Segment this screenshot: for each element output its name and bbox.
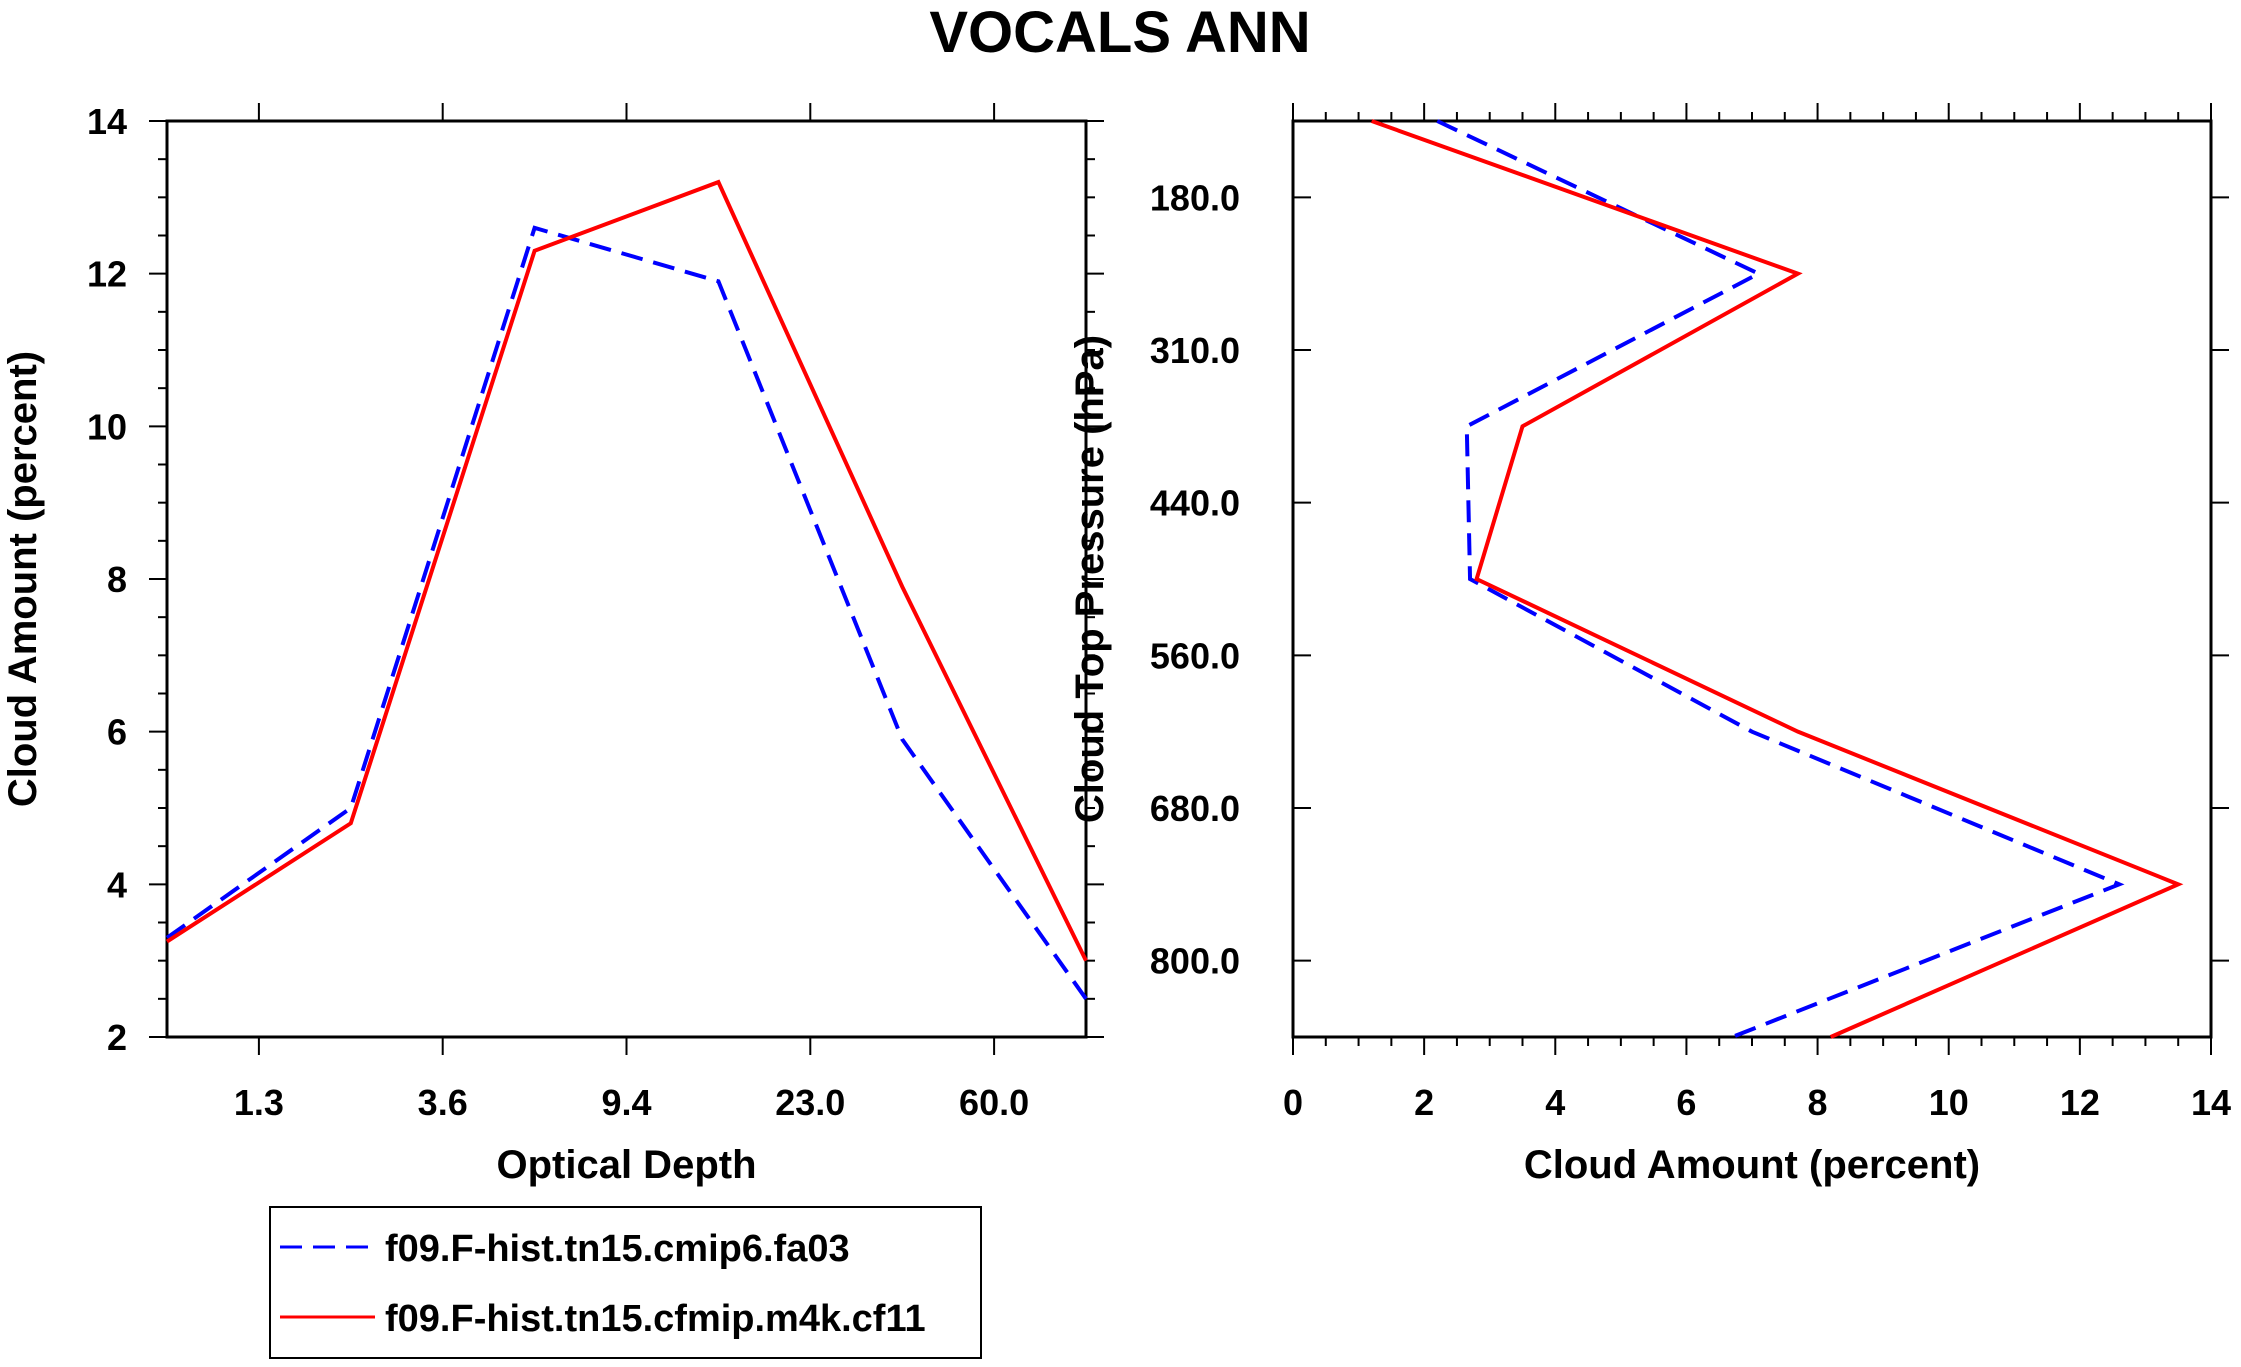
right-y-tick-label: 310.0 xyxy=(1150,330,1240,371)
left-y-tick-label: 2 xyxy=(107,1017,127,1058)
left-y-tick-label: 4 xyxy=(107,864,127,905)
left-x-axis-label: Optical Depth xyxy=(496,1143,756,1187)
left-y-tick-label: 8 xyxy=(107,559,127,600)
right-y-tick-label: 800.0 xyxy=(1150,941,1240,982)
right-x-tick-label: 0 xyxy=(1283,1082,1303,1123)
right-series-line-1 xyxy=(1371,119,2184,1039)
left-series-line-0 xyxy=(165,225,1088,1000)
left-y-axis-label: Cloud Amount (percent) xyxy=(1,351,45,807)
legend-label-m4k: f09.F-hist.tn15.cfmip.m4k.cf11 xyxy=(385,1298,926,1340)
legend-label-fa03: f09.F-hist.tn15.cmip6.fa03 xyxy=(385,1228,850,1270)
right-x-tick-label: 2 xyxy=(1414,1082,1434,1123)
left-y-tick-label: 6 xyxy=(107,712,127,753)
right-y-axis-label: Cloud Top Pressure (hPa) xyxy=(1068,335,1112,823)
left-plot-frame xyxy=(165,119,1088,1039)
right-y-tick-label: 560.0 xyxy=(1150,635,1240,676)
right-x-tick-label: 6 xyxy=(1676,1082,1696,1123)
left-x-tick-label: 1.3 xyxy=(234,1082,284,1123)
left-x-tick-label: 9.4 xyxy=(601,1082,651,1123)
right-x-tick-label: 12 xyxy=(2060,1082,2100,1123)
legend-box xyxy=(269,1206,982,1359)
right-x-tick-label: 8 xyxy=(1808,1082,1828,1123)
right-y-tick-label: 440.0 xyxy=(1150,483,1240,524)
right-y-tick-label: 180.0 xyxy=(1150,177,1240,218)
left-x-tick-label: 23.0 xyxy=(775,1082,845,1123)
right-x-tick-label: 10 xyxy=(1929,1082,1969,1123)
left-y-tick-label: 12 xyxy=(87,254,127,295)
left-x-tick-label: 60.0 xyxy=(959,1082,1029,1123)
left-y-tick-label: 14 xyxy=(87,101,127,142)
left-series-line-1 xyxy=(165,179,1088,962)
right-panel-cloud-top-pressure: 0 2 4 6 8 10 12 14 180.0 310.0 440.0 560.0 680.0 800.… xyxy=(1068,103,2231,1187)
left-panel-optical-depth: 2 4 6 8 10 12 14 1.3 3.6 9.4 23.0 60.0 Optical Depth… xyxy=(1,101,1104,1187)
left-y-tick-label: 10 xyxy=(87,406,127,447)
legend: f09.F-hist.tn15.cmip6.fa03 f09.F-hist.tn… xyxy=(269,1206,982,1359)
chart-title: VOCALS ANN xyxy=(929,0,1310,65)
left-x-tick-label: 3.6 xyxy=(418,1082,468,1123)
right-x-tick-label: 4 xyxy=(1545,1082,1565,1123)
right-y-tick-label: 680.0 xyxy=(1150,788,1240,829)
right-x-axis-label: Cloud Amount (percent) xyxy=(1524,1143,1980,1187)
right-series-line-0 xyxy=(1436,119,2125,1039)
right-x-tick-label: 14 xyxy=(2191,1082,2231,1123)
